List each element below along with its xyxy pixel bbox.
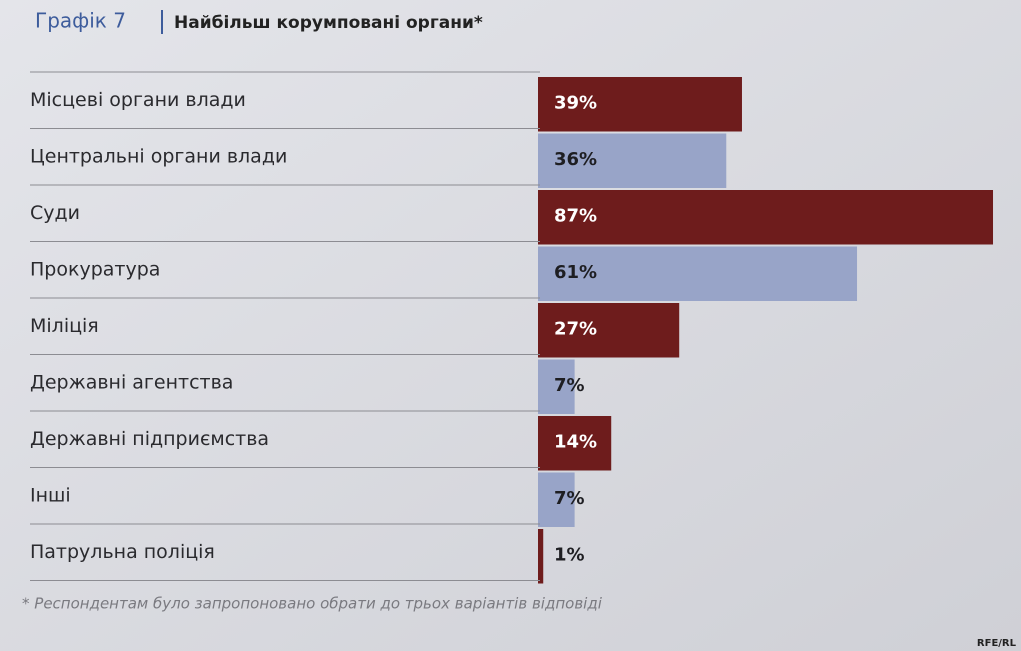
bar [538,472,575,527]
bar [538,416,612,471]
bar [538,77,742,132]
value-label: 87% [554,205,597,226]
category-label: Прокуратура [30,258,160,280]
bar [538,133,727,188]
value-label: 14% [554,431,597,452]
value-label: 7% [554,488,585,509]
source: RFE/RL [977,638,1017,649]
value-label: 7% [554,375,585,396]
category-label: Державні підприємства [30,428,269,450]
bar [538,529,544,584]
value-label: 61% [554,262,597,283]
value-label: 27% [554,318,597,339]
value-label: 39% [554,92,597,113]
category-label: Центральні органи влади [30,145,287,167]
figure-label: Графік 7 [35,9,126,33]
value-label: 36% [554,149,597,170]
bar [538,190,994,245]
category-label: Патрульна поліція [30,541,215,563]
chart-title: Найбільш корумповані органи* [174,13,483,33]
category-label: Місцеві органи влади [30,89,246,111]
value-label: 1% [554,544,585,565]
category-label: Міліція [30,315,99,337]
bar [538,246,858,301]
category-label: Інші [30,484,71,506]
category-label: Суди [30,202,80,224]
bar [538,303,680,358]
bar [538,359,575,414]
footnote: * Респондентам було запропоновано обрати… [22,595,603,613]
category-label: Державні агентства [30,371,233,393]
